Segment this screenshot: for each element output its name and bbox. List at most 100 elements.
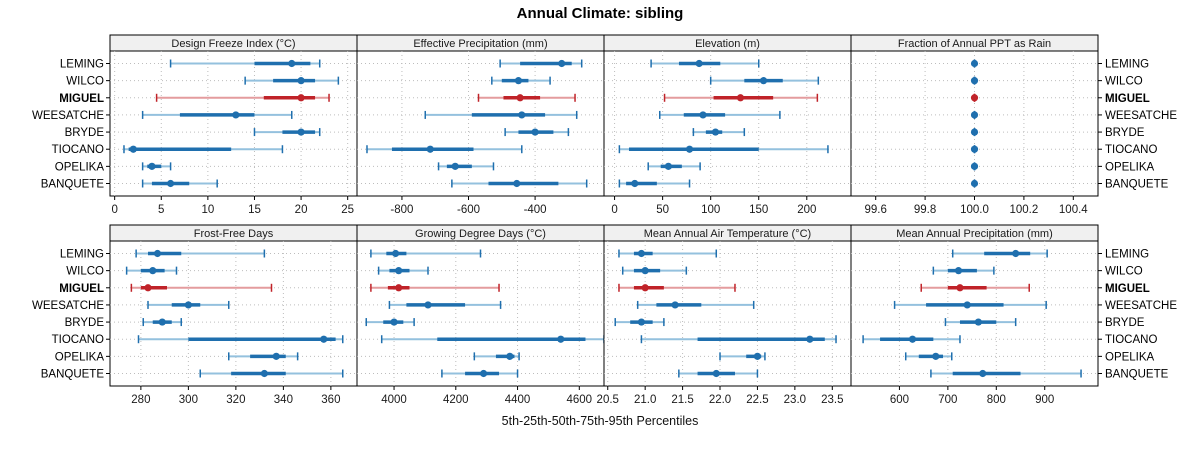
percentile-row-tiocano	[123, 145, 284, 154]
median-dot	[979, 369, 987, 378]
median-dot	[806, 335, 814, 343]
panel-box	[109, 50, 358, 197]
percentile-row-opelika	[473, 352, 520, 361]
median-dot	[753, 352, 762, 360]
median-dot	[685, 145, 694, 153]
strip-title: Mean Annual Air Temperature (°C)	[644, 228, 811, 240]
panel-1: Effective Precipitation (mm) -800 -600 -400	[356, 34, 605, 216]
row-label-right: TIOCANO	[1105, 334, 1157, 346]
percentile-row-tiocano	[618, 145, 829, 154]
percentile-row-bryde	[142, 318, 182, 327]
median-dot	[426, 145, 434, 153]
strip-title: Growing Degree Days (°C)	[415, 228, 546, 240]
median-dot	[297, 94, 305, 102]
strip-title: Fraction of Annual PPT as Rain	[898, 38, 1051, 50]
median-dot	[712, 369, 720, 378]
axis-tick-label: 4600	[567, 394, 593, 406]
percentile-row-opelika	[141, 162, 172, 171]
median-dot	[1012, 249, 1020, 258]
median-dot	[557, 335, 565, 343]
percentile-row-leming	[970, 59, 979, 68]
median-dot	[641, 267, 649, 275]
axis-tick-label: 20	[295, 204, 308, 216]
row-label-right: BRYDE	[1105, 127, 1145, 139]
median-dot	[932, 352, 940, 360]
percentile-row-wilco	[709, 76, 820, 85]
median-dot	[711, 128, 720, 136]
median-dot	[513, 179, 521, 188]
percentile-row-miguel	[155, 93, 330, 102]
percentile-row-wilco	[621, 266, 688, 275]
percentile-row-tiocano	[366, 145, 523, 154]
median-dot	[699, 111, 707, 119]
median-dot	[479, 369, 488, 378]
median-dot	[558, 59, 566, 68]
axis-tick-label: 4200	[443, 394, 469, 406]
axis-tick-label: 700	[938, 394, 957, 406]
percentile-row-banquete	[199, 369, 344, 378]
median-dot	[391, 249, 400, 258]
median-dot	[974, 318, 982, 326]
axis-tick-label: 50	[656, 204, 669, 216]
panel-0: Design Freeze Index (°C) 0 5 10 15 20 25	[106, 34, 358, 216]
median-dot	[297, 77, 305, 85]
percentile-row-miguel	[618, 283, 736, 292]
percentile-row-banquete	[141, 179, 218, 188]
row-label-left: WILCO	[66, 76, 104, 88]
median-dot	[970, 162, 979, 170]
panel-7: Mean Annual Precipitation (mm) 600 700 800 9…	[850, 224, 1102, 406]
percentile-row-miguel	[477, 93, 576, 102]
axis-tick-label: 300	[179, 394, 198, 406]
median-dot	[260, 369, 268, 378]
axis-tick-label: 23.0	[784, 394, 806, 406]
row-label-left: BRYDE	[65, 127, 105, 139]
percentile-row-wilco	[491, 76, 551, 85]
percentile-row-banquete	[930, 369, 1082, 378]
percentile-row-leming	[370, 249, 482, 258]
percentile-row-opelika	[647, 162, 701, 171]
strip-title: Mean Annual Precipitation (mm)	[896, 228, 1053, 240]
panel-box	[109, 240, 358, 387]
percentile-row-opelika	[904, 352, 953, 361]
percentile-row-opelika	[970, 162, 979, 171]
percentile-row-bryde	[253, 128, 321, 137]
percentile-row-opelika	[437, 162, 495, 171]
row-label-left: LEMING	[60, 59, 104, 71]
panel-3: Fraction of Annual PPT as Rain 99.6 99.8 10…	[850, 34, 1102, 216]
percentile-row-bryde	[504, 128, 570, 137]
median-dot	[963, 301, 971, 309]
median-dot	[288, 59, 296, 68]
row-label-left: TIOCANO	[52, 144, 104, 156]
median-dot	[149, 267, 157, 275]
panel-4: Frost-Free Days 280 300 320 340 360	[106, 224, 358, 406]
axis-tick-label: 800	[987, 394, 1006, 406]
median-dot	[970, 128, 979, 136]
median-dot	[297, 128, 305, 136]
percentile-row-bryde	[365, 318, 415, 327]
row-label-left: BRYDE	[65, 317, 105, 329]
axis-tick-label: 320	[226, 394, 245, 406]
median-dot	[153, 249, 162, 258]
strip-title: Design Freeze Index (°C)	[171, 38, 295, 50]
percentile-row-bryde	[944, 318, 1017, 327]
panel-5: Growing Degree Days (°C) 4000 4200 4400 4600	[356, 224, 605, 406]
median-dot	[158, 318, 166, 326]
axis-tick-label: 100.2	[1010, 204, 1039, 216]
percentile-row-leming	[135, 249, 266, 258]
axis-tick-label: 21.5	[671, 394, 693, 406]
axis-tick-label: 0	[611, 204, 617, 216]
percentile-row-wilco	[932, 266, 995, 275]
percentile-row-miguel	[370, 283, 500, 292]
median-dot	[954, 267, 963, 275]
median-dot	[956, 284, 964, 292]
median-dot	[531, 128, 539, 136]
axis-tick-label: 4400	[505, 394, 531, 406]
percentile-row-weesatche	[658, 110, 781, 119]
percentile-row-miguel	[663, 93, 819, 102]
row-label-left: MIGUEL	[59, 93, 104, 105]
median-dot	[148, 162, 156, 170]
row-label-right: LEMING	[1105, 59, 1149, 71]
axis-tick-label: 150	[749, 204, 768, 216]
axis-tick-label: 25	[341, 204, 354, 216]
median-dot	[637, 318, 646, 326]
